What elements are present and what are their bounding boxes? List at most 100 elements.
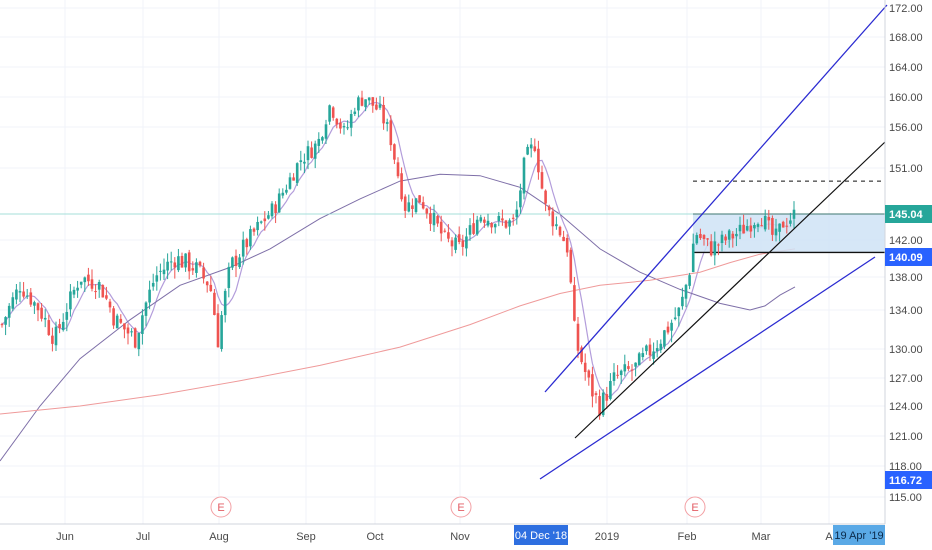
candle-body xyxy=(760,225,763,227)
candle-body xyxy=(367,97,371,101)
candle-body xyxy=(220,315,223,349)
price-tick-label: 142.00 xyxy=(889,235,923,247)
range-zone xyxy=(0,180,885,254)
candle-body xyxy=(414,198,418,213)
time-tick-label: Jul xyxy=(136,531,150,543)
candle-body xyxy=(648,344,652,356)
candle-body xyxy=(360,97,364,106)
candle-body xyxy=(756,224,760,227)
earnings-event-marker[interactable] xyxy=(450,496,472,518)
candle-body xyxy=(94,291,97,293)
candle-body xyxy=(133,328,137,348)
candle-body xyxy=(601,392,605,416)
candle-body xyxy=(501,218,504,221)
candle-body xyxy=(54,326,58,346)
candle-body xyxy=(616,374,619,376)
candle-body xyxy=(583,362,587,372)
candle-body xyxy=(166,261,169,271)
candle-body xyxy=(11,297,15,309)
trend-drawings xyxy=(539,4,888,480)
candle-body xyxy=(763,215,767,230)
candle-body xyxy=(36,303,40,311)
candle-body xyxy=(267,215,270,219)
candle-body xyxy=(619,370,623,376)
price-badge[interactable] xyxy=(885,205,932,223)
candle-body xyxy=(465,236,468,249)
candle-body xyxy=(587,370,591,378)
candle-body xyxy=(61,321,65,331)
candle-body xyxy=(277,193,281,213)
candle-body xyxy=(641,353,645,358)
time-badge[interactable] xyxy=(833,525,885,545)
price-badge[interactable] xyxy=(885,248,932,266)
candle-body xyxy=(547,206,551,211)
candle-body xyxy=(443,230,447,232)
upper-channel-line xyxy=(544,4,888,393)
candle-body xyxy=(51,335,54,344)
candle-body xyxy=(472,223,475,234)
candle-body xyxy=(663,330,666,347)
candle-body xyxy=(180,256,184,268)
candle-body xyxy=(591,374,594,397)
candle-body xyxy=(137,333,141,350)
candle-body xyxy=(141,315,144,334)
candle-body xyxy=(371,97,375,106)
time-tick-label: Feb xyxy=(678,531,697,543)
candle-body xyxy=(328,105,331,122)
candle-body xyxy=(263,218,267,222)
price-tick-label: 138.00 xyxy=(889,272,923,284)
candle-body xyxy=(695,235,699,244)
price-axis[interactable]: 172.00 168.00 164.00 160.00 156.00 151.00 142.… xyxy=(884,0,932,524)
candle-body xyxy=(627,366,630,369)
price-tick-label: 134.00 xyxy=(889,305,923,317)
candle-body xyxy=(331,107,335,118)
candle-body xyxy=(497,215,501,221)
earnings-event-label: E xyxy=(457,502,464,514)
candle-body xyxy=(742,224,745,234)
candle-body xyxy=(195,262,198,273)
candle-body xyxy=(58,324,61,329)
earnings-event-marker[interactable] xyxy=(684,496,706,518)
time-tick-label: Mar xyxy=(752,531,771,543)
lower-channel-line xyxy=(539,256,876,480)
candle-body xyxy=(702,235,706,240)
mid-moving-average-line xyxy=(0,173,796,462)
price-tick-label: 168.00 xyxy=(889,32,923,44)
candle-body xyxy=(321,137,324,141)
earnings-event-marker[interactable] xyxy=(210,496,232,518)
candle-body xyxy=(576,323,580,351)
time-tick-label: Jun xyxy=(56,531,74,543)
candle-body xyxy=(151,282,155,287)
candle-body xyxy=(342,126,346,128)
price-tick-label: 121.00 xyxy=(889,431,923,443)
candle-body xyxy=(270,203,274,217)
candle-body xyxy=(688,275,691,286)
candle-body xyxy=(767,216,771,221)
candle-body xyxy=(598,396,601,416)
candle-body xyxy=(612,372,616,381)
candle-body xyxy=(33,302,36,306)
candle-body xyxy=(655,348,659,352)
time-axis[interactable]: Jun Jul Aug Sep Oct Nov 2019 Feb Mar A 04 Dec '18 1… xyxy=(0,523,885,545)
candle-body xyxy=(112,308,115,326)
time-badge[interactable] xyxy=(514,525,568,545)
candle-body xyxy=(436,216,439,224)
candle-body xyxy=(645,345,648,352)
candle-body xyxy=(522,157,526,194)
candle-body xyxy=(781,221,785,228)
price-tick-label: 130.00 xyxy=(889,344,923,356)
candle-body xyxy=(594,393,598,395)
candle-body xyxy=(753,224,756,229)
candle-body xyxy=(18,291,22,293)
candle-body xyxy=(101,285,105,298)
candle-body xyxy=(713,241,717,256)
candle-body xyxy=(303,161,306,164)
candle-body xyxy=(184,253,187,268)
candle-body xyxy=(317,138,321,146)
price-badge[interactable] xyxy=(885,471,932,489)
candle-body xyxy=(285,189,288,193)
candle-body xyxy=(609,381,612,399)
candle-body xyxy=(421,202,425,209)
candle-body xyxy=(684,284,688,299)
